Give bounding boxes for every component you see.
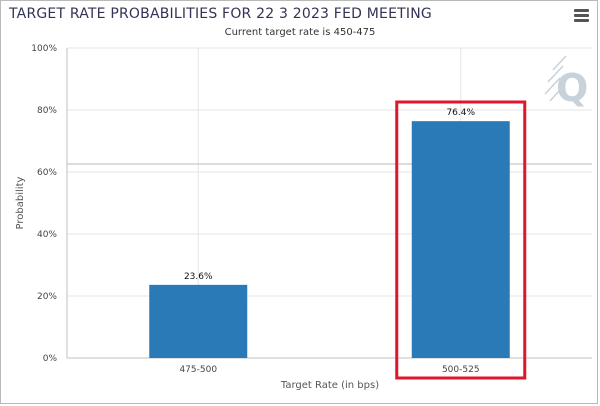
y-tick-label: 40%	[37, 230, 57, 240]
x-axis-label: Target Rate (in bps)	[280, 380, 379, 391]
marks-layer: 23.6% 475-500 76.4% 500-525	[149, 100, 527, 380]
hamburger-menu-icon[interactable]	[574, 9, 589, 22]
y-tick-label: 100%	[31, 44, 57, 54]
cme-watermark-logo: Q	[544, 55, 588, 110]
y-tick-label: 60%	[37, 168, 57, 178]
y-axis-label: Probability	[15, 176, 26, 229]
data-label: 23.6%	[184, 272, 213, 282]
y-tick-label: 0%	[43, 354, 58, 364]
bar-475-500	[149, 284, 248, 358]
watermark-letter: Q	[556, 66, 588, 110]
x-tick-label: 475-500	[179, 365, 217, 375]
y-tick-label: 80%	[37, 106, 57, 116]
y-tick-label: 20%	[37, 292, 57, 302]
data-label: 76.4%	[446, 108, 475, 118]
chart-title: TARGET RATE PROBABILITIES FOR 22 3 2023 …	[9, 6, 432, 22]
bar-500-525	[411, 121, 510, 358]
chart-subtitle: Current target rate is 450-475	[224, 27, 376, 38]
x-tick-label: 500-525	[442, 365, 480, 375]
highlight-box	[395, 100, 527, 380]
